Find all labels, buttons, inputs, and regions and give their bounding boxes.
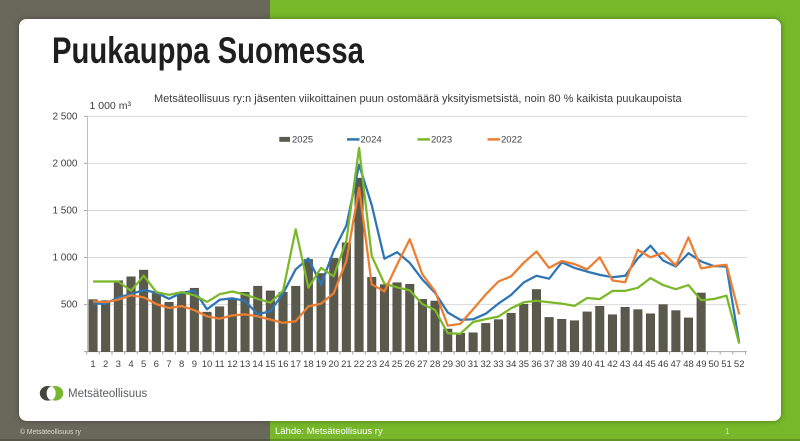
- svg-text:10: 10: [202, 359, 213, 370]
- svg-text:7: 7: [166, 359, 171, 370]
- svg-text:6: 6: [154, 359, 159, 370]
- svg-text:34: 34: [506, 359, 517, 370]
- svg-text:21: 21: [341, 359, 352, 370]
- svg-text:30: 30: [455, 359, 466, 370]
- svg-text:2 500: 2 500: [52, 111, 77, 122]
- svg-text:9: 9: [192, 359, 197, 370]
- svg-text:3: 3: [116, 359, 121, 370]
- svg-text:2025: 2025: [292, 135, 313, 146]
- svg-text:16: 16: [278, 359, 289, 370]
- svg-text:23: 23: [366, 359, 377, 370]
- svg-text:40: 40: [582, 359, 593, 370]
- svg-text:31: 31: [468, 359, 479, 370]
- svg-text:35: 35: [519, 359, 530, 370]
- svg-text:4: 4: [128, 359, 133, 370]
- svg-text:500: 500: [61, 300, 78, 311]
- svg-text:50: 50: [709, 359, 720, 370]
- svg-text:8: 8: [179, 359, 184, 370]
- svg-text:5: 5: [141, 359, 146, 370]
- svg-text:11: 11: [215, 359, 225, 370]
- svg-text:14: 14: [252, 359, 263, 370]
- svg-text:26: 26: [405, 359, 416, 370]
- svg-text:20: 20: [328, 359, 339, 370]
- svg-text:1 500: 1 500: [52, 206, 77, 217]
- svg-text:51: 51: [721, 359, 732, 370]
- svg-text:42: 42: [607, 359, 618, 370]
- svg-text:39: 39: [569, 359, 580, 370]
- svg-text:2: 2: [103, 359, 108, 370]
- svg-text:33: 33: [493, 359, 504, 370]
- svg-text:47: 47: [671, 359, 682, 370]
- svg-text:45: 45: [645, 359, 656, 370]
- svg-text:18: 18: [303, 359, 314, 370]
- svg-text:1 000: 1 000: [52, 253, 77, 264]
- svg-text:49: 49: [696, 359, 707, 370]
- svg-text:28: 28: [430, 359, 441, 370]
- svg-text:46: 46: [658, 359, 669, 370]
- svg-text:22: 22: [354, 359, 365, 370]
- svg-text:36: 36: [531, 359, 542, 370]
- svg-text:17: 17: [290, 359, 301, 370]
- svg-text:44: 44: [633, 359, 644, 370]
- svg-text:38: 38: [557, 359, 568, 370]
- svg-text:41: 41: [595, 359, 606, 370]
- svg-text:24: 24: [379, 359, 390, 370]
- svg-text:37: 37: [544, 359, 555, 370]
- svg-text:12: 12: [227, 359, 238, 370]
- svg-text:27: 27: [417, 359, 428, 370]
- svg-text:2024: 2024: [361, 135, 382, 146]
- svg-text:25: 25: [392, 359, 403, 370]
- svg-text:1: 1: [90, 359, 95, 370]
- svg-text:13: 13: [240, 359, 251, 370]
- svg-text:48: 48: [683, 359, 694, 370]
- svg-text:2022: 2022: [501, 135, 522, 146]
- svg-text:2 000: 2 000: [52, 158, 77, 169]
- svg-text:15: 15: [265, 359, 276, 370]
- svg-text:29: 29: [443, 359, 454, 370]
- svg-text:32: 32: [481, 359, 492, 370]
- svg-text:52: 52: [734, 359, 745, 370]
- svg-text:43: 43: [620, 359, 631, 370]
- svg-text:19: 19: [316, 359, 327, 370]
- svg-text:2023: 2023: [431, 135, 452, 146]
